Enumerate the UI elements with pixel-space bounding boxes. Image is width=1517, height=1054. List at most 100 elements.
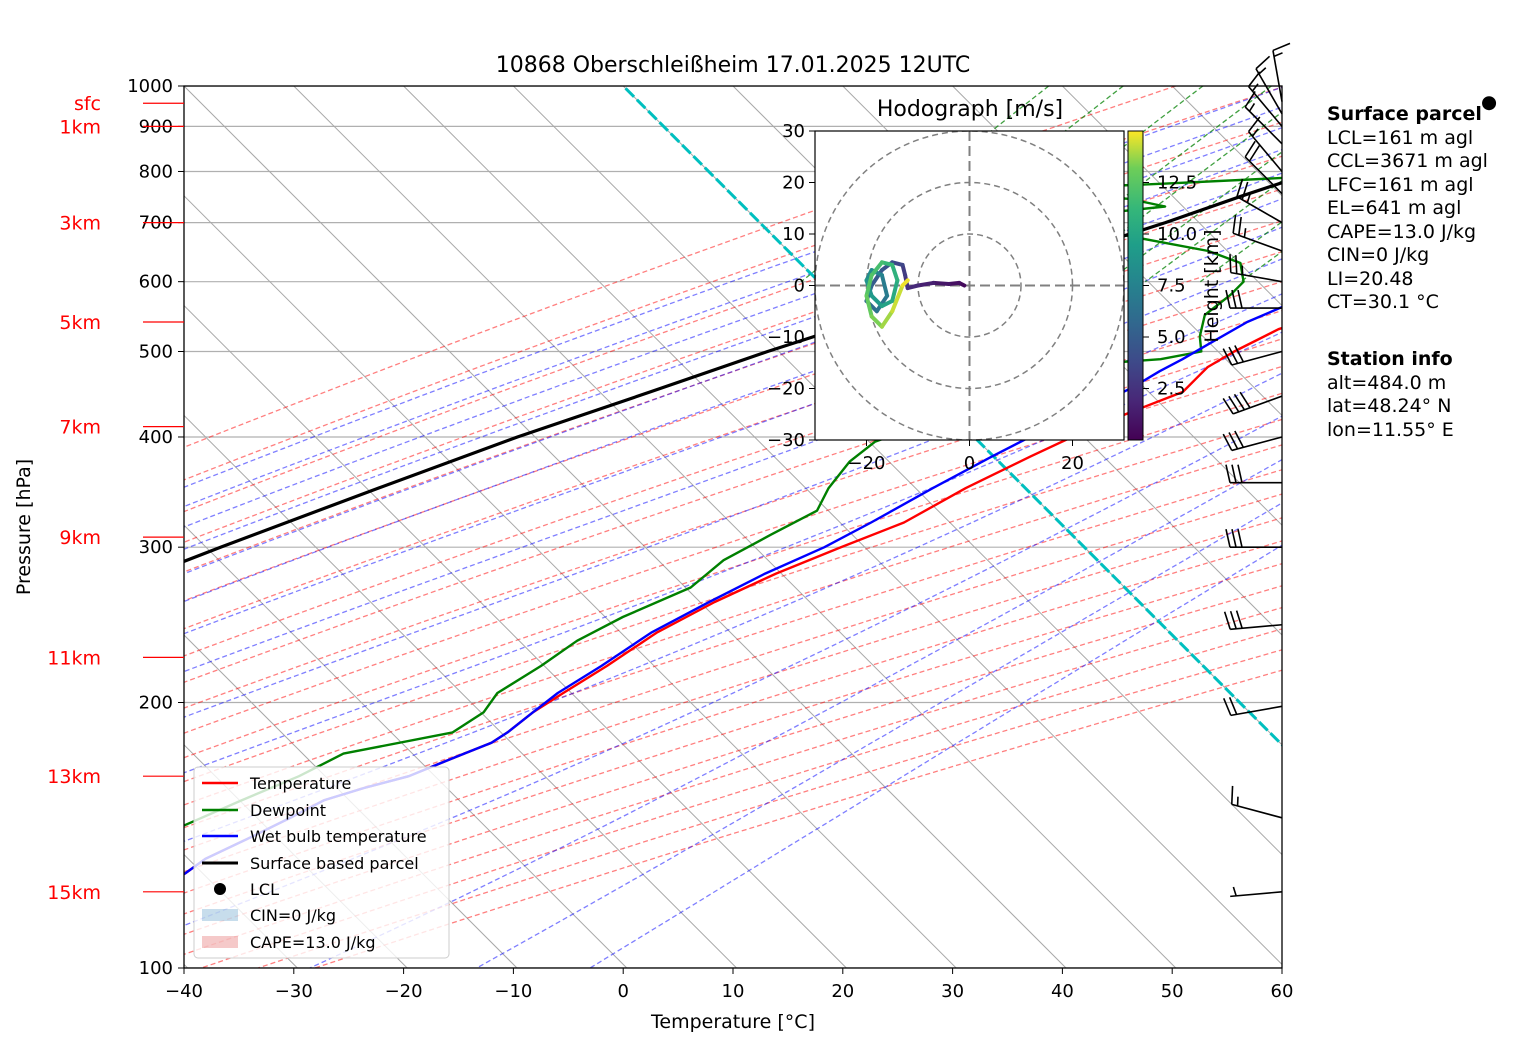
hodograph-y-tick-label: −30: [767, 430, 805, 451]
height-label: 15km: [47, 882, 101, 904]
legend-label-lcl: LCL: [250, 880, 279, 899]
surface-parcel-info: Surface parcel LCL=161 m agl CCL=3671 m …: [1327, 103, 1488, 315]
height-label: 9km: [59, 527, 101, 549]
dry-adiabat: [184, 444, 1282, 806]
dry-adiabat: [184, 121, 1282, 513]
hodograph-segment: [890, 278, 900, 303]
info-cin: CIN=0 J/kg: [1327, 244, 1430, 266]
moist-adiabat: [309, 458, 1282, 968]
dry-adiabat: [184, 585, 1282, 935]
x-tick-label: 10: [722, 981, 745, 1002]
wind-barb: [1272, 42, 1291, 102]
y-tick-label: 200: [139, 692, 173, 713]
isotherm-line: [184, 524, 628, 968]
wind-barb: [1232, 214, 1283, 252]
dry-adiabat: [184, 365, 1282, 734]
hodograph-y-tick-label: 0: [794, 276, 805, 297]
x-tick-label: 40: [1051, 981, 1074, 1002]
hodograph-x-tick-label: −20: [848, 453, 886, 474]
wind-barb: [1230, 785, 1283, 819]
hodograph-segment: [879, 309, 895, 329]
legend-swatch-cape: [202, 936, 238, 948]
legend-label-cin: CIN=0 J/kg: [250, 906, 336, 925]
wind-barb: [1222, 345, 1283, 366]
hodograph-title: Hodograph [m/s]: [877, 97, 1063, 122]
moist-adiabat: [184, 106, 1282, 508]
moist-adiabat: [184, 331, 1282, 774]
legend-label-dewpoint: Dewpoint: [250, 801, 326, 820]
wind-barbs: [1222, 42, 1291, 898]
dry-adiabat: [184, 392, 1282, 759]
colorbar-tick-label: 7.5: [1157, 276, 1186, 297]
dry-adiabat: [184, 517, 1282, 873]
isotherm-line: [513, 86, 1282, 856]
y-tick-label: 600: [139, 272, 173, 293]
info-li: LI=20.48: [1327, 267, 1414, 290]
info-alt: alt=484.0 m: [1327, 371, 1447, 394]
legend-swatch-cin: [202, 909, 238, 921]
height-label: 1km: [59, 116, 101, 138]
colorbar-tick-label: 12.5: [1157, 173, 1197, 194]
height-label: 3km: [59, 213, 101, 235]
info-lfc: LFC=161 m agl: [1327, 173, 1474, 196]
info-lon: lon=11.55° E: [1327, 418, 1454, 441]
info-lat: lat=48.24° N: [1327, 395, 1452, 417]
isotherm-line: [1062, 86, 1282, 307]
hodograph-segment: [864, 273, 874, 298]
moist-adiabat: [184, 258, 1282, 673]
y-tick-label: 300: [139, 537, 173, 558]
x-tick-label: 30: [941, 981, 964, 1002]
dry-adiabat: [184, 155, 1282, 543]
wind-barb: [1244, 91, 1283, 145]
height-label: sfc: [74, 93, 101, 115]
dry-adiabat: [184, 469, 1282, 829]
y-tick-label: 1000: [127, 76, 173, 97]
wind-barb: [1222, 430, 1283, 452]
wind-barb: [1247, 71, 1283, 127]
colorbar-tick-label: 10.0: [1157, 224, 1197, 245]
height-label: 7km: [59, 417, 101, 439]
hodograph-segment: [869, 293, 884, 309]
wind-barb: [1225, 529, 1282, 548]
wind-barb: [1225, 464, 1282, 484]
wind-barb: [1229, 254, 1283, 283]
x-tick-label: 20: [831, 981, 854, 1002]
x-tick-label: −40: [165, 981, 203, 1002]
dry-adiabat: [184, 280, 1282, 657]
legend-label-wetbulb: Wet bulb temperature: [250, 827, 427, 846]
chart-title: 10868 Oberschleißheim 17.01.2025 12UTC: [496, 53, 971, 78]
y-tick-label: 500: [139, 342, 173, 363]
moist-adiabat: [184, 372, 1282, 843]
isotherm-line: [293, 86, 1177, 968]
wind-barb: [1222, 391, 1283, 415]
legend-label-parcel: Surface based parcel: [250, 854, 419, 873]
mixing-ratio-line: [1490, 86, 1517, 282]
isotherm-line: [184, 195, 957, 968]
moist-adiabat: [184, 415, 1282, 927]
isotherm-line: [184, 414, 737, 968]
legend-label-temperature: Temperature: [249, 774, 351, 793]
x-tick-label: −10: [494, 981, 532, 1002]
x-axis-label: Temperature [°C]: [650, 1011, 815, 1033]
dry-adiabat: [184, 540, 1282, 894]
surface-parcel-header: Surface parcel: [1327, 103, 1482, 125]
isotherm-line: [184, 86, 1067, 968]
hodograph-y-tick-label: −10: [767, 327, 805, 348]
isotherm-line: [622, 86, 1282, 746]
series-surface-based-parcel: [184, 180, 1282, 564]
wind-barb: [1236, 178, 1283, 224]
height-label: 11km: [47, 647, 101, 669]
hodograph-x-tick-label: 20: [1061, 453, 1084, 474]
hodograph: −20 0 20 30 20 10 0 −10 −20 −30 Hodograph [m/s] 2…: [767, 97, 1223, 474]
x-tick-label: 50: [1161, 981, 1184, 1002]
height-label: 13km: [47, 766, 101, 788]
hodograph-y-tick-label: 10: [782, 224, 805, 245]
wind-barb: [1223, 610, 1283, 631]
info-ccl: CCL=3671 m agl: [1327, 150, 1488, 172]
station-info: Station info alt=484.0 m lat=48.24° N lo…: [1327, 348, 1454, 442]
colorbar-tick-label: 2.5: [1157, 379, 1186, 400]
x-tick-label: 0: [617, 981, 628, 1002]
wind-barb: [1225, 289, 1282, 309]
legend-swatch-lcl: [214, 883, 226, 895]
